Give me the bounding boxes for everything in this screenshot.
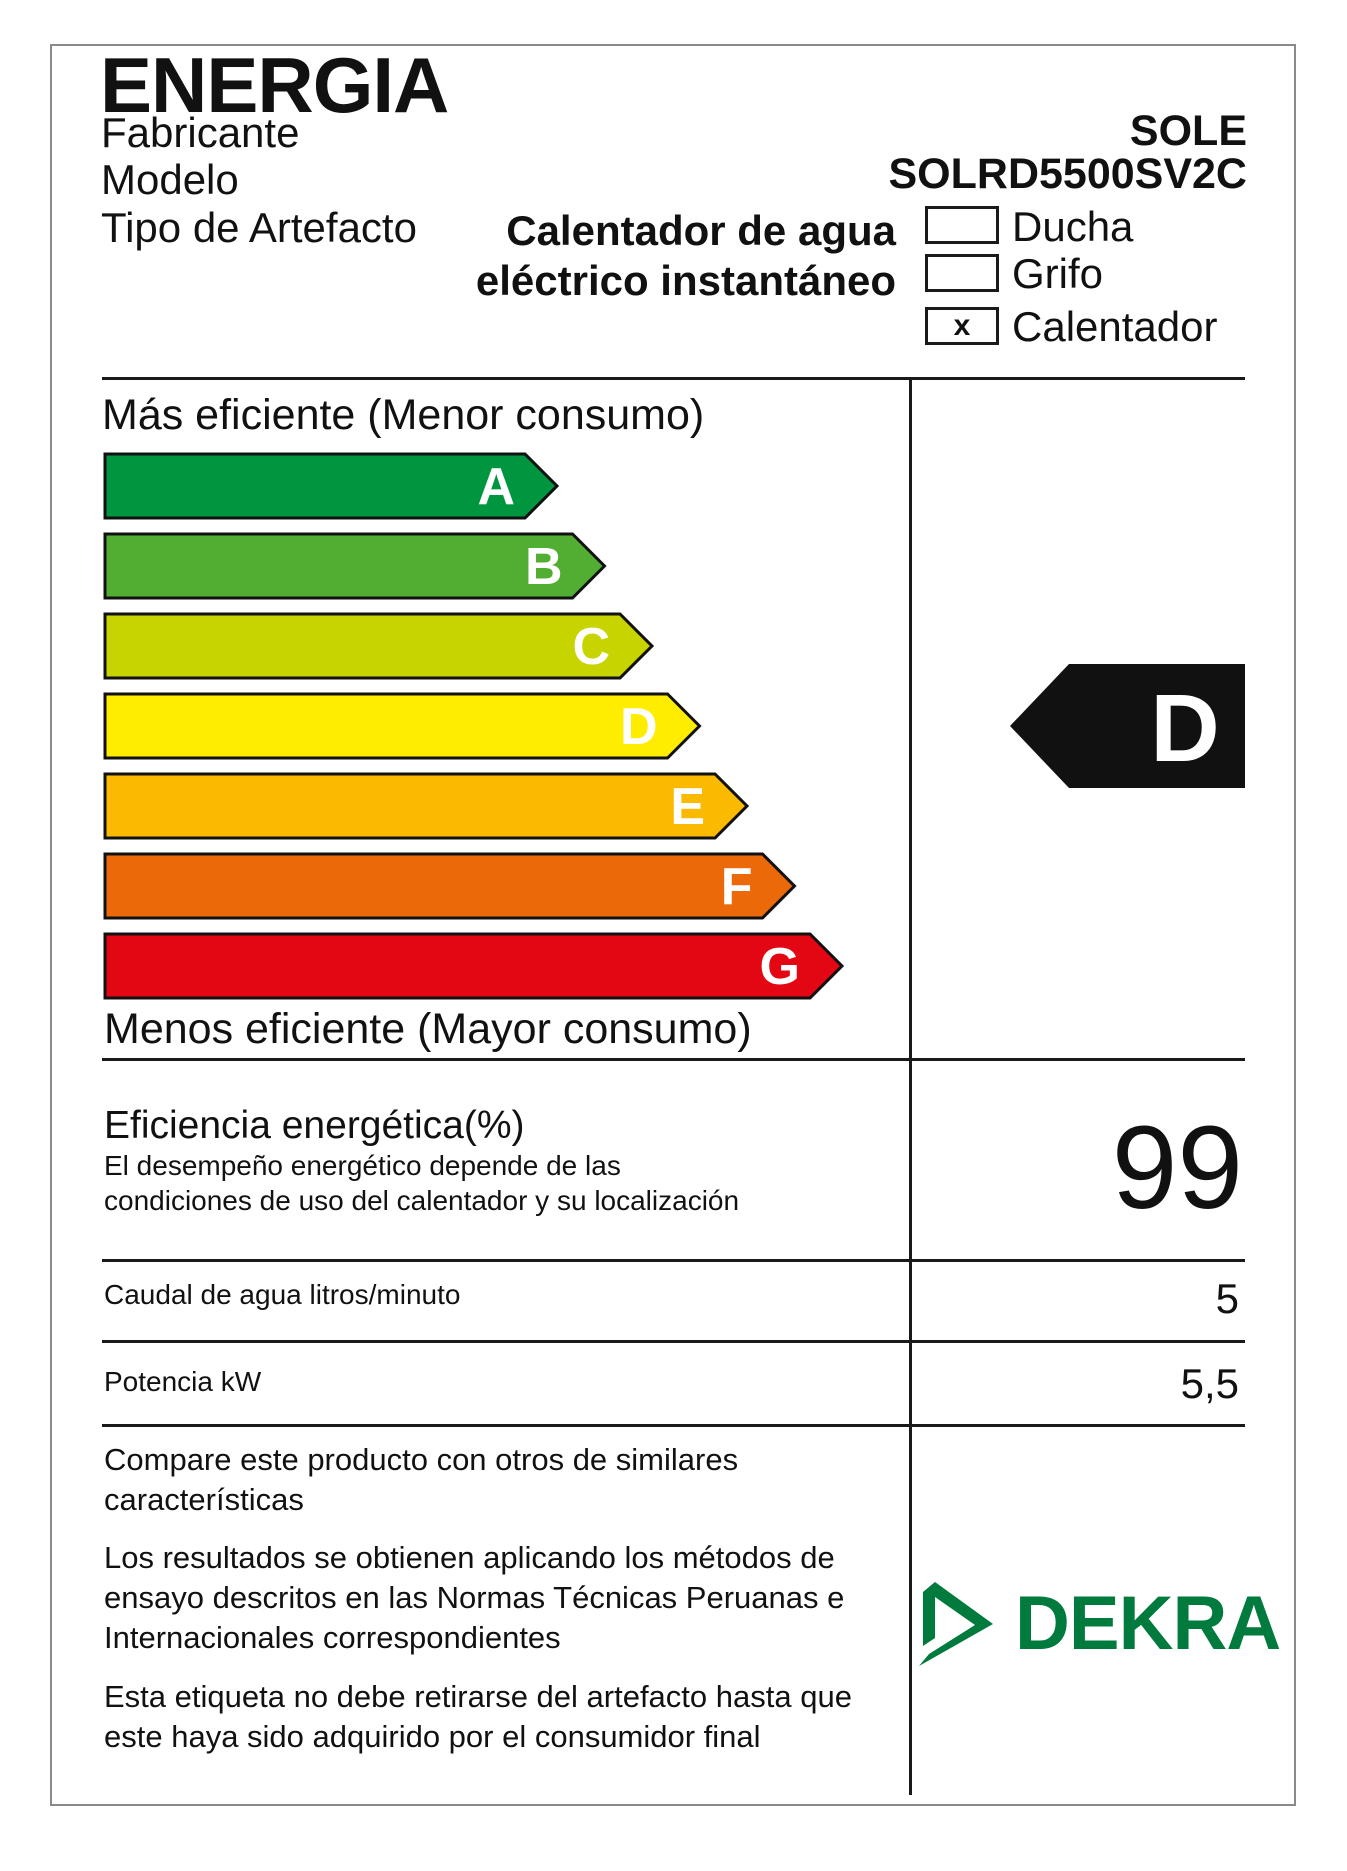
rating-arrow	[1010, 664, 1245, 788]
checkbox-ducha	[925, 206, 999, 244]
divider-scale	[102, 1058, 1245, 1061]
manufacturer-label: Fabricante	[101, 109, 300, 156]
efficiency-note-line1: El desempeño energético depende de las	[104, 1150, 621, 1181]
label-frame	[50, 44, 1296, 1806]
checkbox-calentador: x	[925, 307, 999, 345]
footer-results-text: Los resultados se obtienen aplicando los…	[104, 1540, 845, 1655]
class-letter-e: E	[670, 778, 705, 836]
class-arrow-a: A	[103, 452, 560, 520]
footer-notice-text: Esta etiqueta no debe retirarse del arte…	[104, 1679, 852, 1754]
class-arrow-b: B	[103, 532, 607, 600]
model-value: SOLRD5500SV2C	[888, 150, 1248, 198]
class-letter-a: A	[477, 458, 515, 516]
potencia-label: Potencia kW	[104, 1366, 262, 1397]
class-letter-g: G	[760, 938, 800, 996]
dekra-logo-text: DEKRA	[1015, 1581, 1281, 1666]
class-arrow-c: C	[103, 612, 655, 680]
scale-top-label: Más eficiente (Menor consumo)	[102, 391, 705, 439]
efficiency-note-line2: condiciones de uso del calentador y su l…	[104, 1185, 740, 1216]
caudal-value: 5	[1215, 1275, 1239, 1322]
checkbox-calentador-label: Calentador	[1012, 303, 1218, 350]
checkbox-ducha-label: Ducha	[1012, 203, 1134, 250]
class-letter-b: B	[525, 538, 563, 596]
model-label: Modelo	[101, 156, 239, 203]
class-arrow-d: D	[103, 692, 702, 760]
caudal-label: Caudal de agua litros/minuto	[104, 1279, 461, 1310]
class-arrow-g: G	[103, 932, 845, 1000]
footer-compare-text: Compare este producto con otros de simil…	[104, 1442, 739, 1517]
divider-caudal	[102, 1340, 1245, 1343]
class-arrow-f: F	[103, 852, 797, 920]
dekra-logo-icon	[919, 1582, 993, 1666]
efficiency-label: Eficiencia energética(%)	[104, 1104, 525, 1147]
potencia-value: 5,5	[1180, 1360, 1239, 1407]
manufacturer-value: SOLE	[1129, 107, 1247, 155]
label-title: ENERGIA	[100, 41, 449, 129]
divider-potencia	[102, 1424, 1245, 1427]
divider-vertical	[909, 377, 912, 1795]
divider-header	[102, 377, 1245, 380]
rating-letter: D	[1150, 675, 1219, 782]
efficiency-value: 99	[1111, 1102, 1243, 1234]
checkbox-grifo	[925, 254, 999, 292]
checkbox-grifo-label: Grifo	[1012, 250, 1104, 297]
scale-bottom-label: Menos eficiente (Mayor consumo)	[104, 1005, 752, 1053]
appliance-type-value: Calentador de agua eléctrico instantáneo	[468, 206, 896, 306]
class-arrow-e: E	[103, 772, 750, 840]
class-letter-c: C	[572, 618, 610, 676]
divider-efficiency	[102, 1259, 1245, 1262]
class-letter-f: F	[721, 858, 753, 916]
class-letter-d: D	[620, 698, 658, 756]
appliance-type-label: Tipo de Artefacto	[101, 204, 417, 251]
appliance-type-line1: Calentador de agua	[506, 207, 896, 254]
appliance-type-line2: eléctrico instantáneo	[475, 257, 896, 304]
